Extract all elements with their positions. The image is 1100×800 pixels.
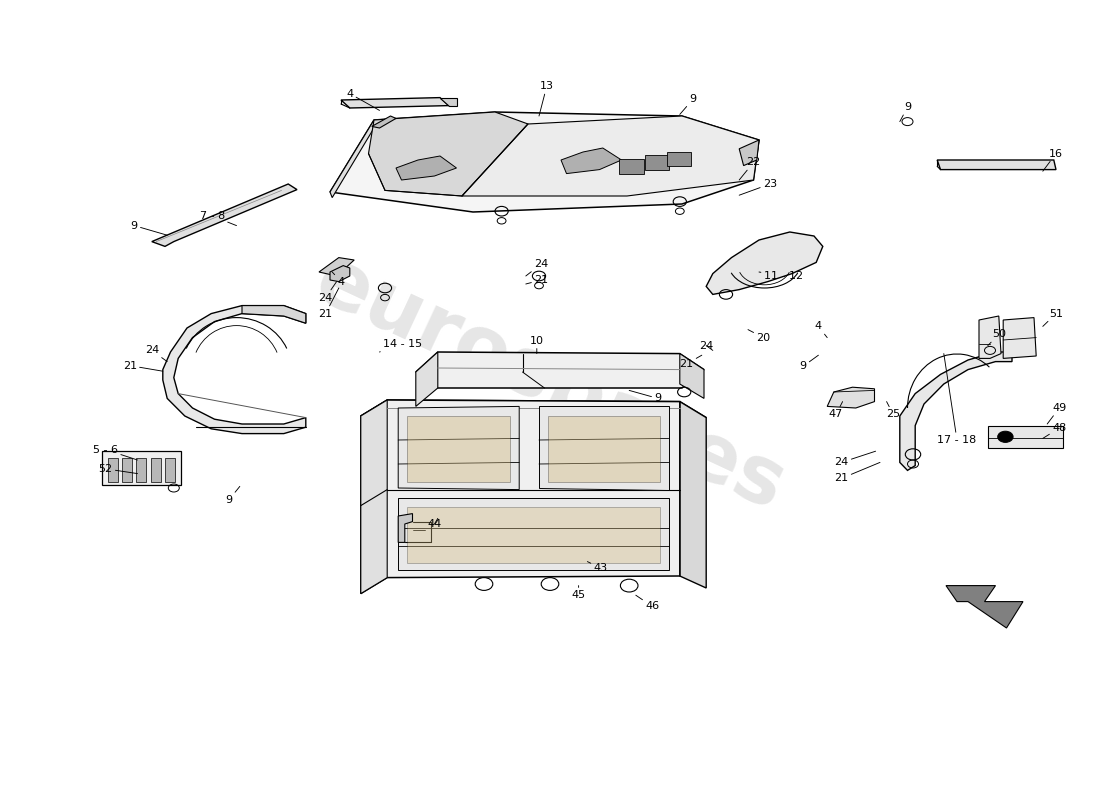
Text: 14 - 15: 14 - 15 — [379, 339, 422, 352]
Text: 51: 51 — [1043, 309, 1063, 326]
Text: 24: 24 — [145, 346, 167, 362]
Text: 44: 44 — [428, 518, 441, 529]
Text: 11 - 12: 11 - 12 — [759, 271, 803, 281]
Polygon shape — [462, 116, 759, 196]
Text: 9: 9 — [680, 94, 696, 114]
Text: 7 - 8: 7 - 8 — [200, 211, 236, 226]
Bar — [667, 152, 691, 166]
Polygon shape — [946, 586, 1023, 628]
Bar — [619, 159, 644, 174]
Text: 9: 9 — [900, 102, 911, 122]
Text: 49: 49 — [1047, 403, 1066, 424]
Polygon shape — [372, 116, 396, 128]
Text: 9: 9 — [629, 390, 661, 403]
Text: 47: 47 — [829, 402, 843, 419]
Polygon shape — [398, 514, 412, 542]
Polygon shape — [979, 316, 1001, 358]
Polygon shape — [706, 232, 823, 294]
Polygon shape — [416, 352, 704, 388]
Text: 9: 9 — [800, 355, 818, 371]
Polygon shape — [398, 498, 669, 570]
Text: 45: 45 — [572, 586, 585, 600]
FancyBboxPatch shape — [988, 426, 1063, 448]
Text: 24: 24 — [319, 282, 337, 302]
Circle shape — [998, 431, 1013, 442]
Polygon shape — [398, 406, 519, 490]
Text: 24: 24 — [835, 451, 876, 467]
Text: 43: 43 — [587, 562, 607, 573]
Text: 16: 16 — [1043, 149, 1063, 171]
Polygon shape — [739, 140, 759, 166]
Polygon shape — [341, 98, 449, 108]
Polygon shape — [330, 112, 759, 212]
Text: 17 - 18: 17 - 18 — [937, 354, 977, 445]
Polygon shape — [242, 306, 306, 323]
Bar — [407, 507, 660, 563]
Bar — [151, 458, 161, 482]
Polygon shape — [396, 156, 456, 180]
Text: 9: 9 — [226, 486, 240, 505]
Text: 4: 4 — [346, 89, 380, 110]
Polygon shape — [680, 354, 704, 398]
Text: 24: 24 — [700, 341, 713, 350]
Text: 52: 52 — [99, 464, 138, 474]
Text: 10: 10 — [530, 336, 543, 354]
Polygon shape — [1003, 318, 1036, 358]
Bar — [548, 416, 660, 482]
Text: 21: 21 — [123, 361, 163, 371]
Bar — [645, 155, 669, 170]
Polygon shape — [368, 112, 528, 196]
Polygon shape — [319, 258, 354, 276]
Text: 4: 4 — [332, 272, 344, 286]
Text: 13: 13 — [539, 82, 553, 116]
Text: 21: 21 — [526, 275, 548, 285]
Polygon shape — [361, 400, 387, 594]
Text: 23: 23 — [739, 179, 777, 195]
FancyBboxPatch shape — [102, 451, 182, 485]
Text: 48: 48 — [1043, 423, 1066, 438]
Polygon shape — [163, 306, 306, 434]
Polygon shape — [827, 387, 875, 408]
Bar — [122, 458, 132, 482]
Polygon shape — [937, 160, 1056, 170]
Text: 21: 21 — [835, 462, 880, 483]
Bar — [108, 458, 118, 482]
Text: 22: 22 — [739, 158, 760, 180]
Text: a passion for parts since 1965: a passion for parts since 1965 — [408, 415, 692, 561]
Polygon shape — [361, 400, 706, 432]
Text: 5 - 6: 5 - 6 — [94, 445, 138, 460]
Text: 20: 20 — [748, 330, 770, 342]
Text: 46: 46 — [636, 595, 659, 611]
Bar — [136, 458, 146, 482]
Text: 25: 25 — [887, 402, 900, 419]
Text: eurospares: eurospares — [302, 241, 798, 527]
Text: 4: 4 — [815, 322, 827, 338]
Text: 24: 24 — [526, 259, 548, 276]
Polygon shape — [680, 402, 706, 588]
Text: 9: 9 — [131, 221, 167, 235]
Polygon shape — [900, 352, 1012, 470]
Polygon shape — [330, 120, 374, 198]
Text: 21: 21 — [680, 355, 702, 369]
Bar — [407, 416, 510, 482]
Polygon shape — [561, 148, 621, 174]
Polygon shape — [539, 406, 669, 490]
Text: 21: 21 — [319, 288, 339, 318]
Polygon shape — [361, 400, 680, 594]
Polygon shape — [416, 352, 438, 406]
Polygon shape — [152, 184, 297, 246]
Bar — [165, 458, 175, 482]
Polygon shape — [330, 266, 350, 282]
Text: 50: 50 — [988, 330, 1005, 346]
Polygon shape — [440, 98, 456, 106]
